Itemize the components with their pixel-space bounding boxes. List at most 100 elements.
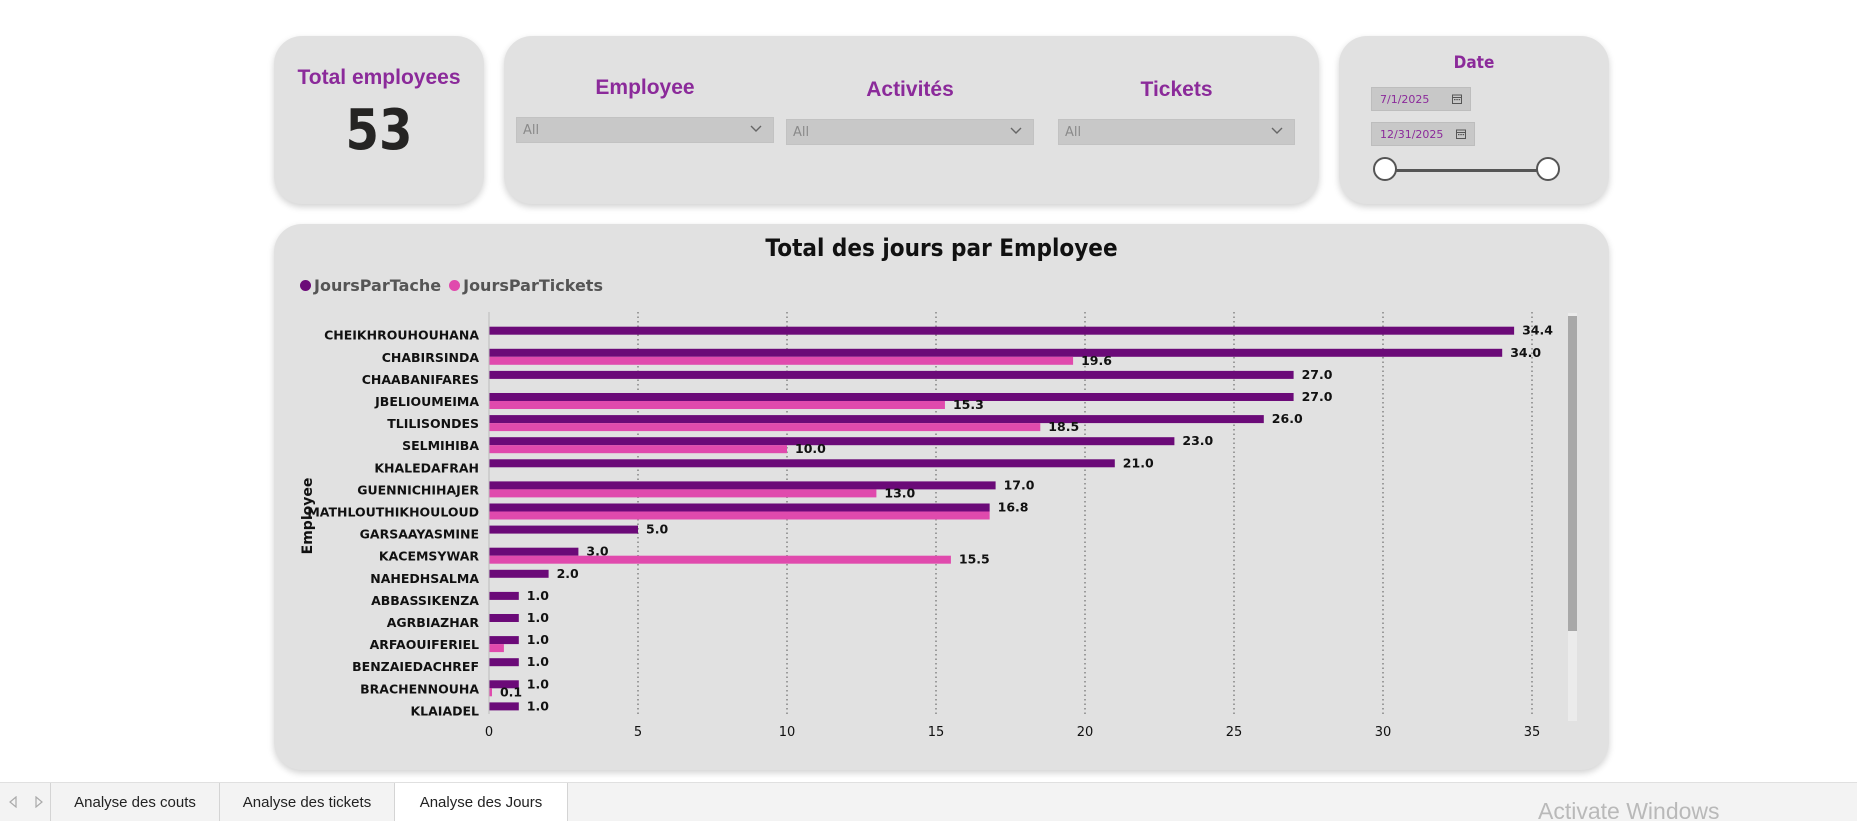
bar-jourspartache bbox=[489, 437, 1175, 446]
bar-jourspartache bbox=[489, 636, 519, 645]
range-start-handle[interactable] bbox=[1373, 157, 1397, 181]
category-label: BRACHENNOUHA bbox=[360, 681, 479, 696]
category-label: AGRBIAZHAR bbox=[387, 615, 480, 630]
bar-jourspartache bbox=[489, 591, 519, 600]
y-axis-title: Employee bbox=[300, 478, 316, 555]
bar-jourspartickets bbox=[489, 445, 787, 454]
employee-slicer: Employee All bbox=[516, 76, 774, 146]
data-label: 1.0 bbox=[527, 632, 549, 647]
legend-label: JoursParTickets bbox=[463, 276, 603, 295]
activites-dropdown-value: All bbox=[793, 125, 810, 140]
category-label: ABBASSIKENZA bbox=[371, 593, 479, 608]
tickets-dropdown[interactable]: All bbox=[1058, 119, 1295, 145]
start-date-value: 7/1/2025 bbox=[1380, 93, 1430, 106]
category-label: KACEMSYWAR bbox=[379, 549, 479, 564]
bar-jourspartickets bbox=[489, 555, 951, 564]
bar-jourspartickets bbox=[489, 400, 945, 409]
category-label: KHALEDAFRAH bbox=[374, 460, 479, 475]
data-label: 34.0 bbox=[1510, 345, 1541, 360]
x-tick-label: 0 bbox=[485, 725, 493, 740]
bar-jourspartache bbox=[489, 326, 1515, 335]
tab-analyse-des-couts[interactable]: Analyse des couts bbox=[51, 783, 220, 821]
calendar-icon[interactable] bbox=[1456, 129, 1466, 139]
chart-title: Total des jours par Employee bbox=[765, 234, 1118, 262]
activites-slicer-title: Activités bbox=[866, 78, 954, 101]
x-tick-label: 10 bbox=[779, 725, 796, 740]
date-range-track[interactable] bbox=[1386, 169, 1549, 172]
bar-jourspartache bbox=[489, 702, 519, 711]
page-tabs-bar: Analyse des couts Analyse des tickets An… bbox=[0, 782, 1857, 821]
employee-slicer-title: Employee bbox=[595, 76, 695, 99]
activate-windows-watermark: Activate Windows bbox=[1538, 798, 1720, 824]
data-label: 5.0 bbox=[646, 522, 668, 537]
data-label: 23.0 bbox=[1182, 433, 1213, 448]
bar-jourspartache bbox=[489, 525, 638, 534]
bar-jourspartache bbox=[489, 503, 990, 512]
data-label: 0.1 bbox=[500, 684, 522, 699]
bar-jourspartache bbox=[489, 392, 1294, 401]
data-label: 21.0 bbox=[1123, 455, 1154, 470]
legend-dot-icon bbox=[300, 280, 311, 291]
data-label: 15.5 bbox=[959, 552, 990, 567]
data-label: 19.6 bbox=[1081, 353, 1112, 368]
bar-jourspartickets bbox=[489, 688, 492, 697]
category-label: CHAABANIFARES bbox=[362, 372, 479, 387]
data-label: 26.0 bbox=[1272, 411, 1303, 426]
chart-legend: JoursParTache JoursParTickets bbox=[300, 276, 611, 295]
tab-analyse-des-jours[interactable]: Analyse des Jours bbox=[395, 783, 568, 821]
data-label: 1.0 bbox=[527, 588, 549, 603]
kpi-value: 53 bbox=[345, 98, 413, 163]
data-label: 27.0 bbox=[1302, 389, 1333, 404]
calendar-icon[interactable] bbox=[1452, 94, 1462, 104]
tickets-slicer-title: Tickets bbox=[1140, 78, 1213, 101]
bar-jourspartache bbox=[489, 415, 1264, 424]
chart-scrollbar-thumb[interactable] bbox=[1568, 316, 1577, 631]
next-page-icon[interactable] bbox=[34, 796, 44, 808]
category-label: MATHLOUTHIKHOULOUD bbox=[307, 504, 479, 519]
bar-jourspartickets bbox=[489, 489, 877, 498]
data-label: 1.0 bbox=[527, 610, 549, 625]
employee-dropdown[interactable]: All bbox=[516, 117, 774, 143]
chevron-down-icon bbox=[1271, 127, 1283, 134]
bar-jourspartache bbox=[489, 348, 1503, 357]
chart-card: Total des jours par Employee JoursParTac… bbox=[274, 224, 1609, 770]
bar-jourspartickets bbox=[489, 423, 1041, 432]
tab-analyse-des-tickets[interactable]: Analyse des tickets bbox=[220, 783, 395, 821]
tickets-dropdown-value: All bbox=[1065, 125, 1082, 140]
kpi-card: Total employees 53 bbox=[274, 36, 484, 204]
data-label: 27.0 bbox=[1302, 367, 1333, 382]
chevron-down-icon bbox=[1010, 127, 1022, 134]
category-label: GARSAAYASMINE bbox=[360, 527, 479, 542]
prev-page-icon[interactable] bbox=[8, 796, 18, 808]
start-date-input[interactable]: 7/1/2025 bbox=[1371, 87, 1471, 111]
category-label: JBELIOUMEIMA bbox=[374, 394, 479, 409]
data-label: 3.0 bbox=[586, 544, 608, 559]
category-label: TLILISONDES bbox=[387, 416, 479, 431]
kpi-title: Total employees bbox=[297, 66, 461, 89]
bar-jourspartickets bbox=[489, 511, 990, 520]
filters-card: Employee All Activités All Tickets All bbox=[504, 36, 1319, 204]
data-label: 2.0 bbox=[557, 566, 579, 581]
legend-dot-icon bbox=[449, 280, 461, 291]
bar-jourspartache bbox=[489, 658, 519, 667]
bar-chart: 0 5 10 15 20 25 30 35 Employee CHEIKHROUHOUHANA 34… bbox=[300, 312, 1553, 740]
data-label: 10.0 bbox=[795, 441, 826, 456]
bar-jourspartache bbox=[489, 481, 996, 490]
legend-item-joursparticketss[interactable]: JoursParTickets bbox=[449, 276, 603, 295]
bar-jourspartache bbox=[489, 680, 519, 689]
range-end-handle[interactable] bbox=[1536, 157, 1560, 181]
bar-jourspartache bbox=[489, 569, 549, 578]
bar-jourspartache bbox=[489, 547, 579, 556]
activites-dropdown[interactable]: All bbox=[786, 119, 1034, 145]
x-tick-label: 15 bbox=[928, 725, 945, 740]
legend-item-jourspartache[interactable]: JoursParTache bbox=[300, 276, 441, 295]
x-tick-label: 5 bbox=[634, 725, 642, 740]
bar-jourspartache bbox=[489, 370, 1294, 379]
category-label: CHABIRSINDA bbox=[382, 350, 480, 365]
data-label: 34.4 bbox=[1522, 323, 1553, 338]
data-label: 1.0 bbox=[527, 698, 549, 713]
end-date-input[interactable]: 12/31/2025 bbox=[1371, 122, 1475, 146]
data-label: 1.0 bbox=[527, 676, 549, 691]
bar-jourspartache bbox=[489, 613, 519, 622]
bar-jourspartickets bbox=[489, 644, 504, 653]
